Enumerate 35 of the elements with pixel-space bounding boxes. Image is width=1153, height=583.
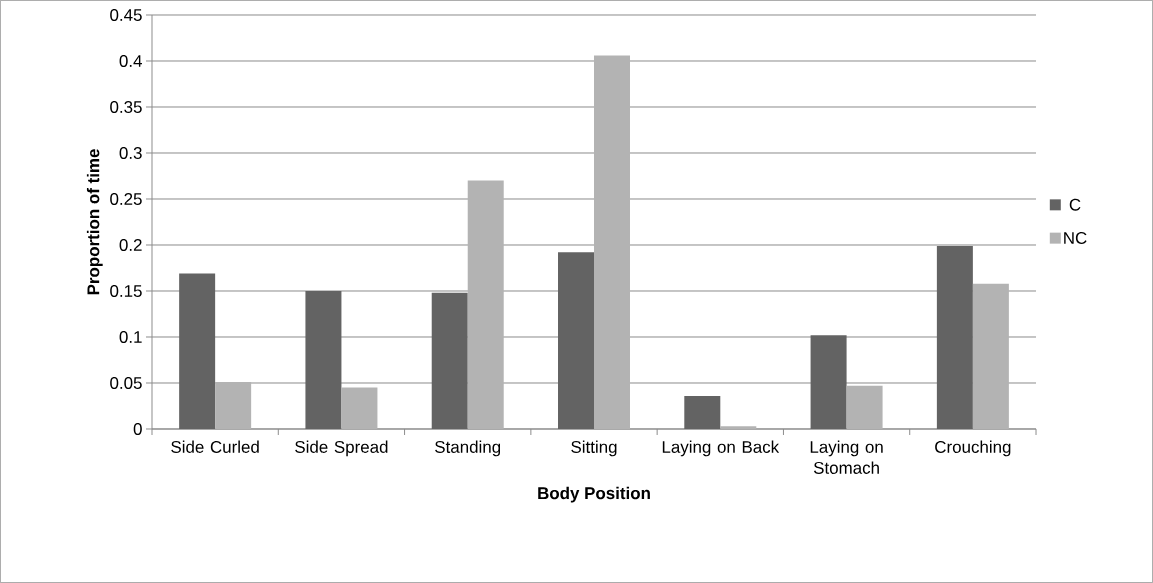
bar bbox=[594, 55, 631, 429]
y-tick-label: 0.4 bbox=[119, 54, 142, 67]
x-tick-label: Sitting bbox=[571, 440, 617, 457]
bar bbox=[179, 273, 216, 429]
y-tick-label: 0.35 bbox=[110, 100, 142, 113]
y-axis-title: Proportion of time bbox=[86, 149, 103, 295]
x-tick-label: Crouching bbox=[935, 440, 1011, 457]
legend-label: NC bbox=[1064, 231, 1087, 244]
bar bbox=[305, 290, 342, 429]
legend-label: C bbox=[1069, 198, 1081, 211]
x-tick-label: Laying on Back bbox=[662, 440, 780, 457]
y-tick-label: 0.05 bbox=[110, 377, 142, 389]
bar bbox=[467, 180, 504, 429]
bar bbox=[341, 387, 378, 429]
y-tick-label: 0.45 bbox=[110, 8, 142, 21]
bar bbox=[215, 382, 252, 429]
x-tick-label: Side Curled bbox=[171, 440, 259, 453]
y-tick-label: 0.25 bbox=[110, 192, 142, 205]
x-tick-label: Laying on Stomach bbox=[810, 440, 883, 474]
x-axis-title: Body Position bbox=[538, 486, 650, 503]
x-tick-label: Standing bbox=[435, 440, 501, 457]
bar bbox=[936, 245, 973, 429]
bar bbox=[684, 395, 721, 429]
y-tick-label: 0.3 bbox=[119, 146, 142, 159]
bar bbox=[558, 252, 595, 429]
bar bbox=[846, 385, 883, 429]
y-tick-label: 0 bbox=[133, 423, 142, 435]
bar bbox=[431, 292, 468, 429]
bar bbox=[720, 426, 757, 429]
y-tick-label: 0.1 bbox=[119, 331, 142, 343]
bar bbox=[810, 335, 847, 429]
x-tick-label: Side Spread bbox=[295, 440, 388, 457]
y-tick-label: 0.15 bbox=[110, 285, 142, 297]
y-tick-label: 0.2 bbox=[119, 239, 142, 251]
bar bbox=[972, 283, 1009, 429]
